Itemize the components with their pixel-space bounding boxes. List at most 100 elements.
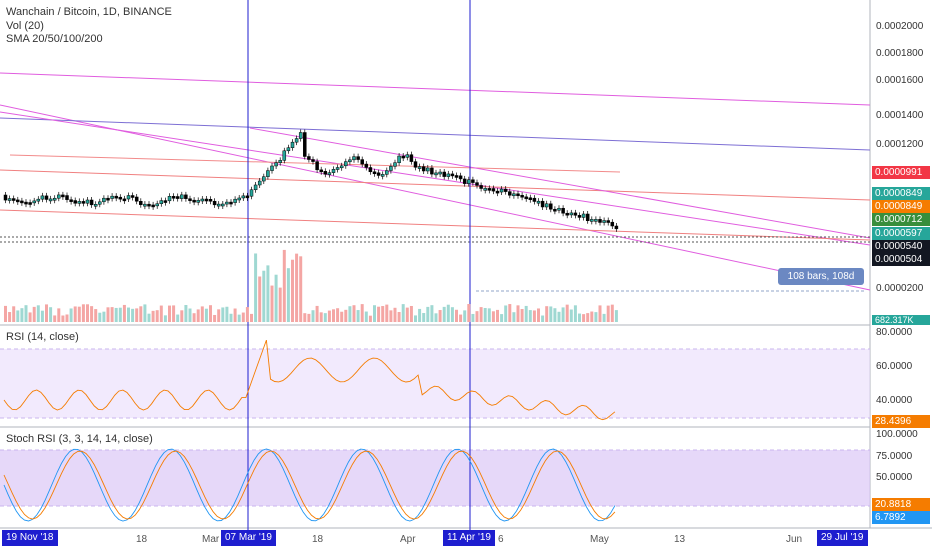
stoch-axis-label: 50.0000 <box>876 472 912 483</box>
volume-bar <box>57 308 60 322</box>
volume-bar <box>410 306 413 322</box>
candle-body <box>205 199 208 201</box>
volume-bar <box>258 276 261 322</box>
candle-body <box>312 160 315 162</box>
candle-body <box>336 168 339 170</box>
candle-body <box>33 201 36 203</box>
stoch-rsi-label: Stoch RSI (3, 3, 14, 14, close) <box>6 433 153 445</box>
stoch-d-tag: 20.8818 <box>872 498 930 511</box>
price-tag: 0.0000597 <box>872 227 930 240</box>
volume-bar <box>365 312 368 322</box>
candle-body <box>221 204 224 206</box>
candle-body <box>353 157 356 160</box>
volume-bar <box>332 309 335 322</box>
volume-bar <box>582 314 585 322</box>
trend-line <box>10 155 620 172</box>
volume-bar <box>90 306 93 322</box>
volume-bar <box>324 313 327 322</box>
candle-body <box>443 172 446 177</box>
volume-bar <box>41 311 44 322</box>
volume-bar <box>500 314 503 322</box>
volume-bar <box>418 309 421 322</box>
candle-body <box>332 169 335 172</box>
candle-body <box>484 188 487 190</box>
candle-body <box>512 194 515 196</box>
volume-bar <box>439 310 442 322</box>
candle-body <box>254 185 257 190</box>
candle-body <box>78 201 81 203</box>
volume-bar <box>184 305 187 322</box>
volume-bar <box>25 305 28 322</box>
price-tag: 0.0000849 <box>872 200 930 213</box>
candle-body <box>529 198 532 200</box>
volume-bar <box>488 308 491 322</box>
candle-body <box>279 160 282 162</box>
date-axis-label: 6 <box>498 534 504 545</box>
candle-body <box>307 156 310 159</box>
candle-body <box>295 139 298 143</box>
candle-body <box>74 201 77 204</box>
candle-body <box>578 215 581 217</box>
volume-bar <box>225 307 228 322</box>
candle-body <box>102 198 105 202</box>
candle-body <box>238 198 241 200</box>
volume-bar <box>414 315 417 322</box>
candle-body <box>541 201 544 207</box>
candle-body <box>570 213 573 215</box>
candle-body <box>148 204 151 206</box>
candle-body <box>553 209 556 211</box>
candle-body <box>143 204 146 206</box>
candle-body <box>184 195 187 199</box>
candle-body <box>57 195 60 198</box>
volume-bar <box>361 304 364 322</box>
volume-bar <box>172 305 175 322</box>
candle-body <box>45 196 48 200</box>
candle-body <box>230 202 233 204</box>
candle-body <box>410 155 413 162</box>
candle-body <box>123 199 126 201</box>
volume-bar <box>443 307 446 322</box>
bars-range-badge[interactable]: 108 bars, 108d <box>778 268 864 285</box>
price-axis-label: 0.0001800 <box>876 48 923 59</box>
volume-bar <box>344 310 347 322</box>
volume-bar <box>176 315 179 322</box>
volume-bar <box>590 312 593 322</box>
volume-bar <box>213 315 216 322</box>
candle-body <box>594 219 597 221</box>
candle-body <box>439 172 442 174</box>
volume-bar <box>451 307 454 322</box>
volume-bar <box>303 313 306 322</box>
volume-bar <box>512 312 515 322</box>
volume-bar <box>406 308 409 322</box>
volume-bar <box>246 307 249 322</box>
volume-bar <box>533 310 536 322</box>
volume-bar <box>348 306 351 322</box>
volume-bar <box>373 305 376 322</box>
volume-bar <box>127 308 130 322</box>
price-axis-label: 0.0001400 <box>876 110 923 121</box>
candle-body <box>41 196 44 199</box>
volume-bar <box>402 304 405 322</box>
volume-bar <box>53 315 56 322</box>
volume-bar <box>49 307 52 322</box>
rsi-axis-label: 40.0000 <box>876 395 912 406</box>
candle-body <box>373 172 376 174</box>
volume-tag: 682.317K <box>872 315 930 325</box>
volume-bar <box>94 309 97 322</box>
candle-body <box>246 196 249 198</box>
legend-symbol: Wanchain / Bitcoin, 1D, BINANCE <box>6 6 172 19</box>
candle-body <box>258 181 261 185</box>
volume-bar <box>545 306 548 322</box>
candle-body <box>320 170 323 172</box>
stoch-axis-label: 100.0000 <box>876 429 918 440</box>
candle-body <box>435 173 438 175</box>
candle-body <box>90 200 93 205</box>
candle-body <box>476 183 479 186</box>
candle-body <box>471 180 474 183</box>
volume-bar <box>455 310 458 322</box>
trend-line <box>0 73 870 105</box>
volume-bar <box>517 305 520 322</box>
candle-body <box>53 198 56 200</box>
volume-bar <box>525 306 528 322</box>
